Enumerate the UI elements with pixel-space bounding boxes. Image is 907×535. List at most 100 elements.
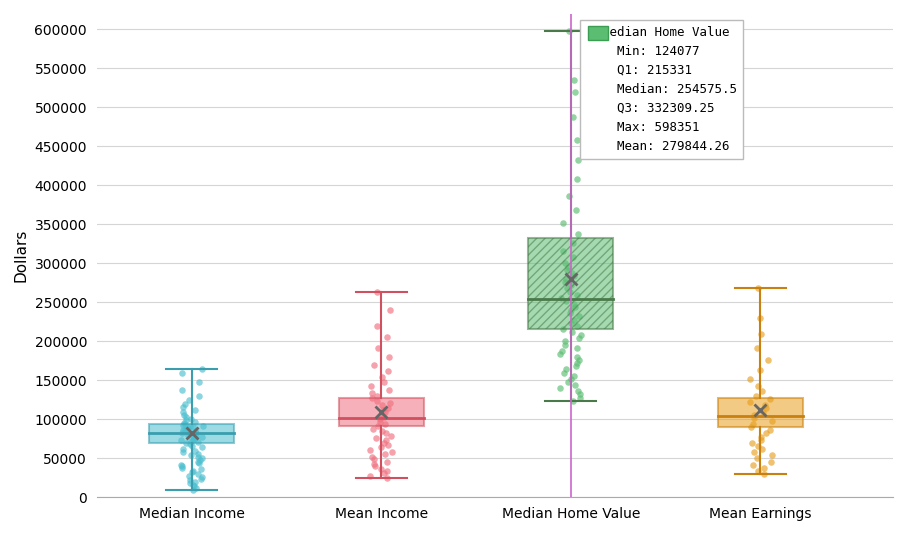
Point: [764, 457, 778, 466]
Point: [567, 371, 581, 380]
Point: [556, 325, 571, 333]
Point: [186, 423, 200, 432]
Point: [559, 365, 573, 374]
Point: [570, 175, 584, 184]
Point: [190, 457, 205, 466]
Point: [757, 401, 772, 410]
Point: [383, 306, 397, 315]
Point: [366, 424, 380, 433]
Point: [195, 364, 210, 373]
Point: [568, 303, 582, 311]
Point: [563, 306, 578, 315]
Point: [183, 422, 198, 431]
Point: [755, 387, 769, 395]
Point: [181, 424, 196, 432]
Point: [571, 356, 586, 364]
Point: [177, 410, 191, 419]
Point: [558, 337, 572, 346]
Point: [370, 288, 385, 296]
Point: [563, 318, 578, 327]
Point: [756, 463, 771, 472]
Bar: [149, 424, 234, 443]
Point: [380, 473, 395, 482]
Point: [560, 284, 574, 293]
Point: [369, 434, 384, 442]
Point: [174, 429, 189, 437]
Point: [374, 464, 388, 473]
Point: [566, 112, 580, 121]
Point: [366, 455, 381, 463]
Point: [191, 453, 206, 461]
Point: [176, 445, 190, 453]
Point: [194, 432, 209, 441]
Point: [371, 343, 385, 352]
Point: [381, 367, 395, 376]
Point: [566, 396, 580, 405]
Point: [367, 462, 382, 470]
Point: [572, 393, 587, 402]
Point: [375, 427, 389, 435]
Point: [380, 457, 395, 466]
Point: [758, 404, 773, 413]
Point: [380, 332, 395, 341]
Point: [190, 438, 205, 446]
Point: [185, 480, 200, 489]
Point: [761, 356, 775, 364]
Point: [567, 76, 581, 85]
Point: [753, 366, 767, 374]
Point: [189, 429, 203, 438]
Point: [367, 361, 382, 369]
Point: [377, 408, 392, 417]
Point: [188, 406, 202, 414]
Point: [566, 239, 580, 248]
Point: [553, 294, 568, 302]
Point: [190, 484, 204, 492]
Point: [371, 422, 385, 431]
Point: [558, 259, 572, 268]
Point: [574, 331, 589, 340]
Point: [364, 381, 378, 390]
Point: [194, 465, 209, 473]
Point: [568, 381, 582, 389]
Point: [369, 322, 384, 330]
Point: [570, 136, 584, 144]
Point: [747, 410, 762, 419]
Point: [377, 469, 392, 478]
Point: [376, 413, 391, 422]
Point: [556, 219, 571, 227]
Point: [180, 424, 195, 433]
Point: [381, 441, 395, 449]
Point: [177, 419, 191, 427]
Point: [365, 453, 379, 461]
Point: [179, 413, 193, 422]
Point: [756, 470, 771, 478]
Point: [185, 441, 200, 450]
Point: [188, 446, 202, 455]
Point: [178, 400, 192, 408]
Point: [570, 322, 584, 330]
Point: [181, 431, 196, 439]
Point: [182, 479, 197, 487]
Point: [750, 343, 765, 352]
Point: [765, 451, 779, 460]
Point: [553, 384, 568, 393]
Point: [175, 462, 190, 470]
Point: [565, 269, 580, 277]
Text: Median Home Value
    Min: 124077
    Q1: 215331
    Median: 254575.5
    Q3: 33: Median Home Value Min: 124077 Q1: 215331…: [587, 26, 736, 153]
Point: [192, 378, 207, 386]
Point: [375, 410, 389, 419]
Point: [561, 378, 575, 386]
Point: [369, 392, 384, 400]
Point: [565, 328, 580, 337]
Point: [571, 387, 585, 395]
Point: [756, 407, 771, 416]
Point: [570, 343, 584, 352]
Point: [380, 467, 395, 475]
Point: [570, 359, 584, 368]
Point: [384, 399, 398, 407]
Point: [193, 456, 208, 464]
Point: [375, 401, 389, 410]
Point: [181, 471, 196, 480]
Point: [183, 414, 198, 423]
Point: [179, 416, 193, 424]
